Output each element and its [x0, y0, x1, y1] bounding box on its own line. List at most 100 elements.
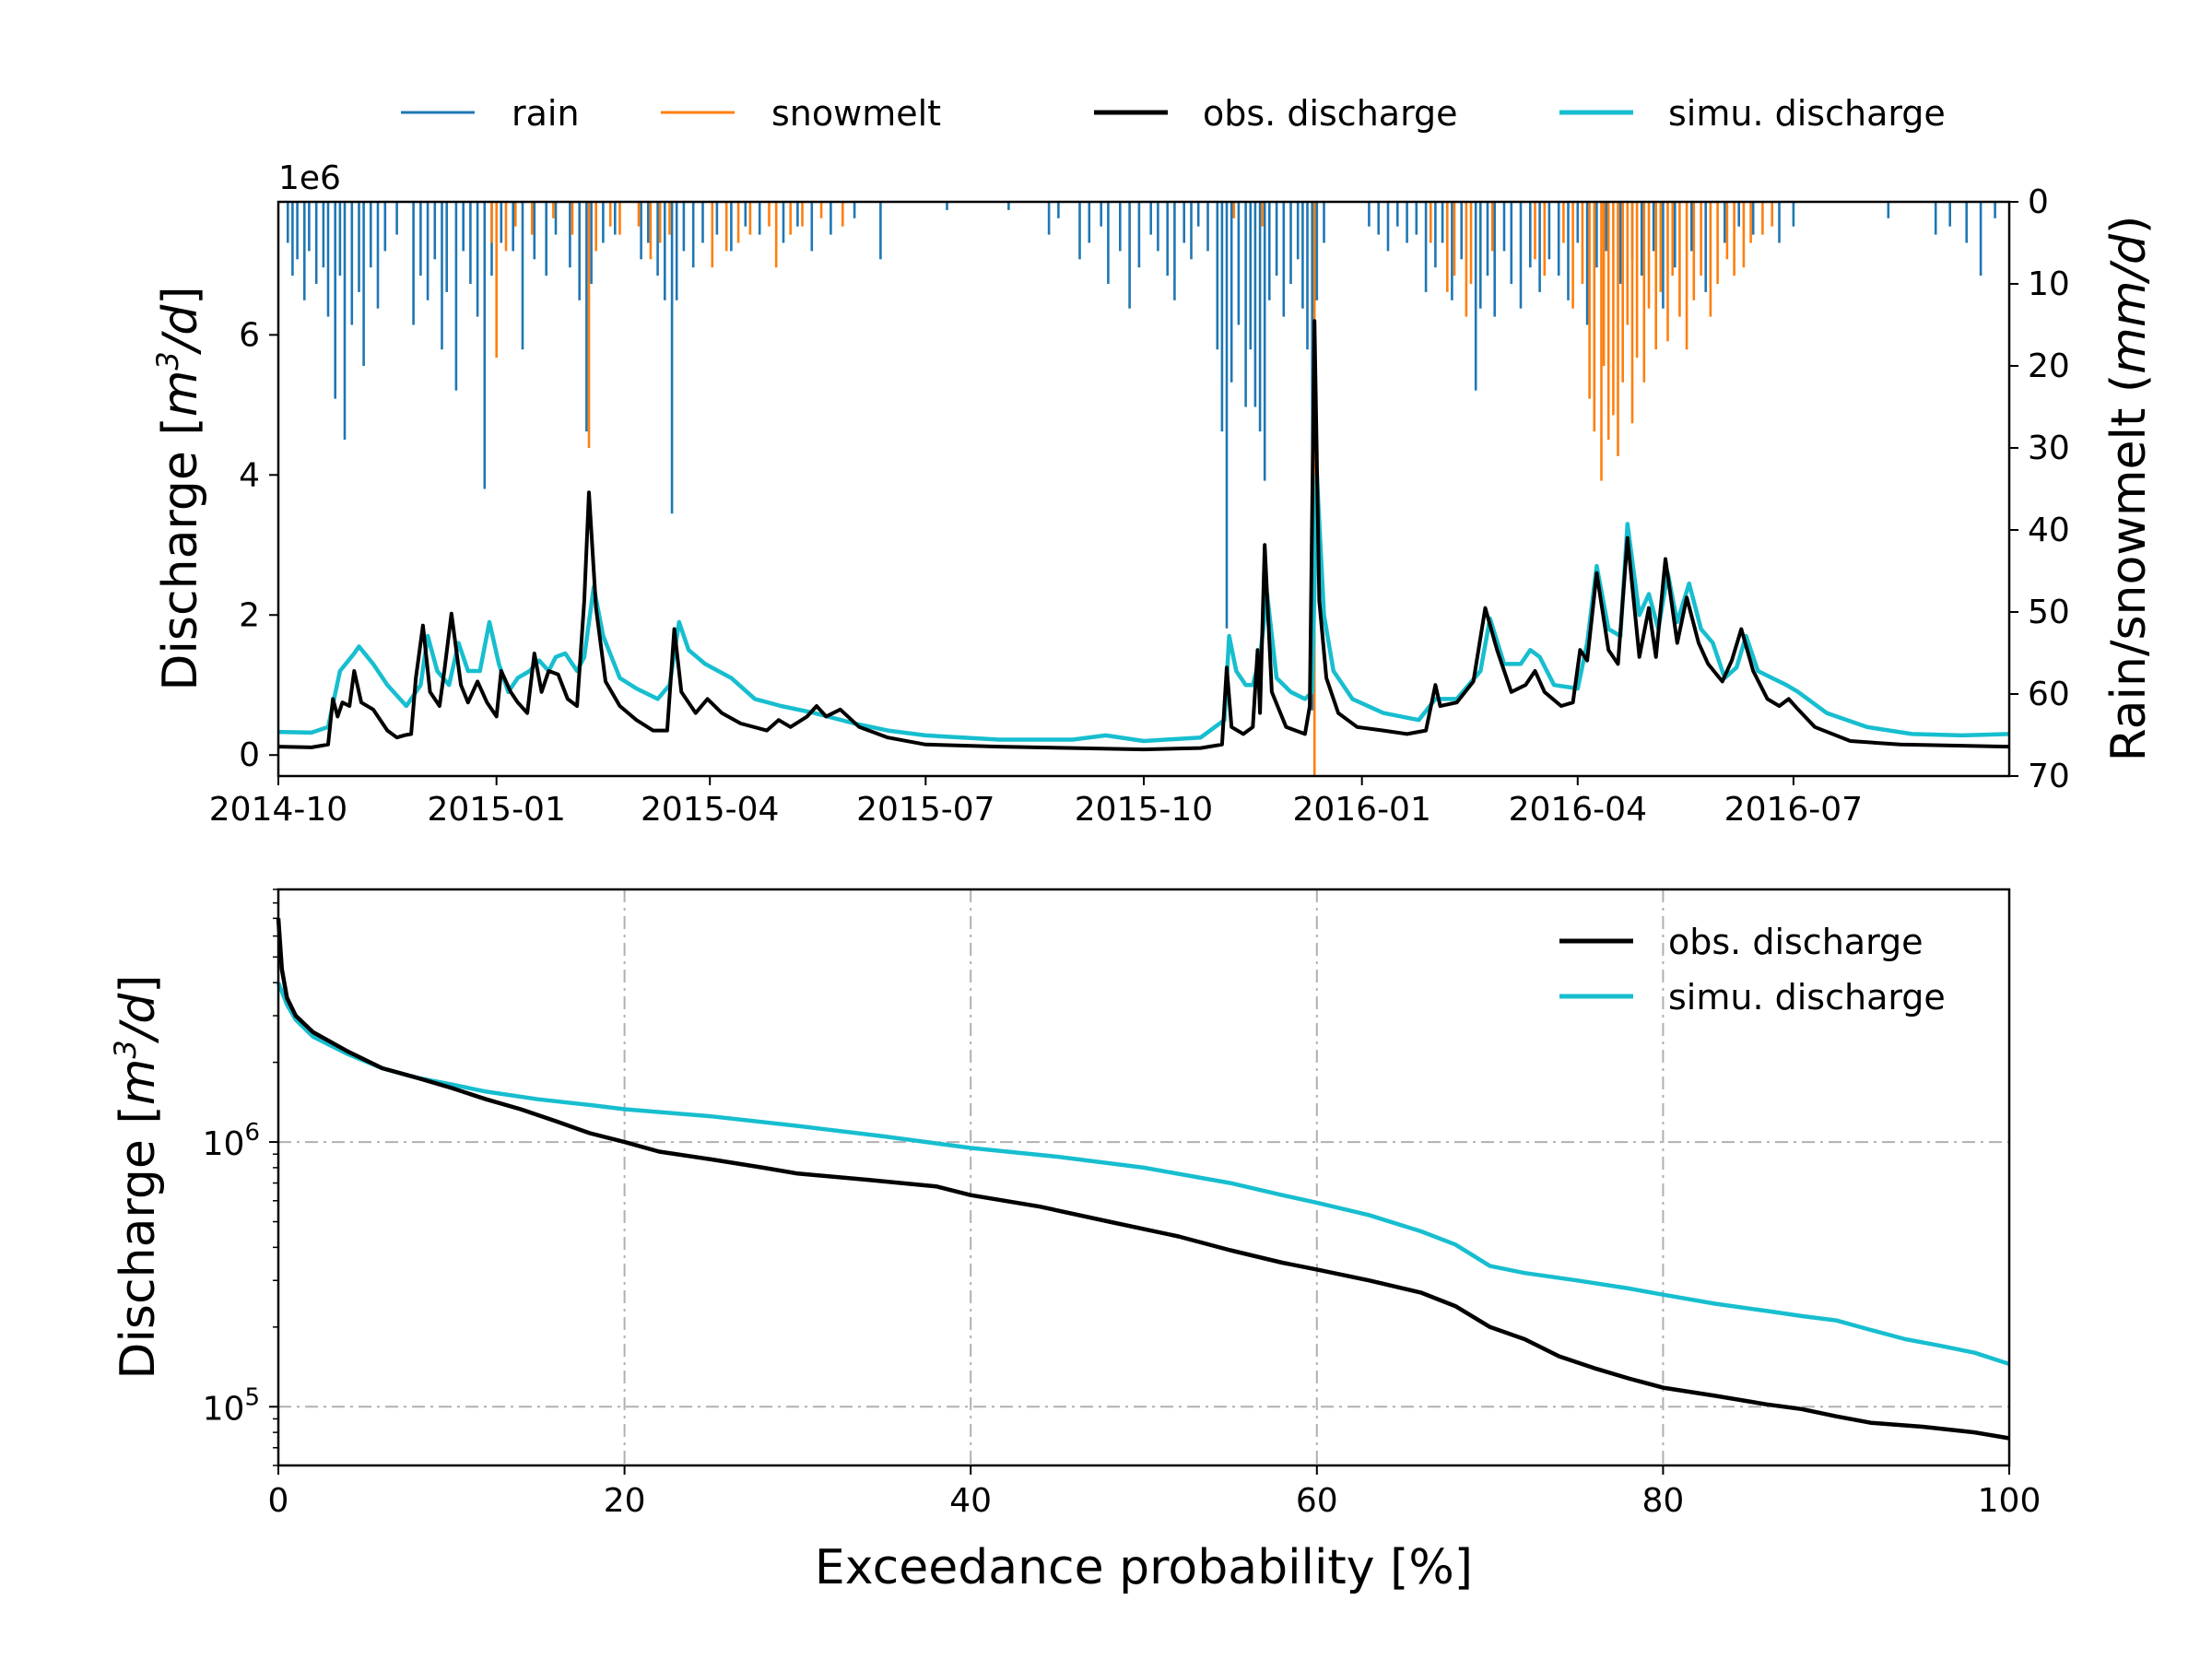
top-x-tick-label: 2016-01 — [1292, 791, 1430, 829]
snowmelt-bar-41 — [1600, 202, 1603, 481]
legend-label-obs-discharge: obs. discharge — [1203, 93, 1458, 134]
top-x-tick-label: 2015-10 — [1075, 791, 1213, 829]
rain-bar-141 — [1934, 202, 1937, 235]
snowmelt-bar-3 — [514, 202, 517, 227]
rain-bar-8 — [334, 202, 336, 399]
rain-bar-37 — [578, 202, 581, 300]
rain-bar-63 — [1047, 202, 1051, 235]
offset-text: 1e6 — [278, 159, 341, 197]
rain-bar-127 — [1618, 202, 1622, 284]
rain-bar-64 — [1057, 202, 1060, 218]
rain-bar-130 — [1652, 202, 1655, 252]
snowmelt-bar-37 — [1571, 202, 1574, 309]
snowmelt-bar-29 — [1446, 202, 1449, 292]
rain-bar-120 — [1547, 202, 1551, 260]
rain-bar-19 — [419, 202, 422, 276]
rain-bar-20 — [426, 202, 429, 300]
rain-bar-140 — [1887, 202, 1890, 218]
bottom-y-ticks: 105 106 — [203, 888, 278, 1466]
snowmelt-bar-25 — [1232, 202, 1236, 218]
rain-bar-116 — [1510, 202, 1513, 284]
rain-bar-16 — [383, 202, 387, 252]
rain-bar-31 — [512, 202, 514, 252]
snowmelt-bar-14 — [668, 202, 671, 235]
rain-bar-52 — [730, 202, 733, 252]
rain-bar-115 — [1502, 202, 1506, 252]
snowmelt-bar-58 — [1692, 202, 1696, 300]
snowmelt-bar-16 — [724, 202, 728, 252]
rain-bar-6 — [322, 202, 325, 268]
snowmelt-bar-59 — [1700, 202, 1702, 276]
bottom-y-tick-label: 105 — [203, 1383, 260, 1428]
rain-bar-123 — [1576, 202, 1580, 243]
rain-bar-95 — [1301, 202, 1304, 309]
snowmelt-bar-5 — [552, 202, 555, 218]
rain-bar-62 — [1007, 202, 1010, 210]
rain-bar-18 — [412, 202, 415, 325]
right-y-tick-label: 50 — [2028, 594, 2070, 631]
snowmelt-bar-56 — [1678, 202, 1681, 317]
rain-bar-136 — [1737, 202, 1740, 227]
snowmelt-bar-13 — [658, 202, 662, 243]
rain-bar-72 — [1149, 202, 1152, 235]
rain-bar-118 — [1529, 202, 1532, 268]
snowmelt-bar-35 — [1543, 202, 1547, 276]
snowmelt-bar-55 — [1671, 202, 1674, 276]
rain-bar-60 — [879, 202, 882, 260]
snowmelt-bar-17 — [736, 202, 740, 243]
snowmelt-bar-67 — [1771, 202, 1773, 227]
rain-bar-26 — [469, 202, 472, 284]
rain-bar-41 — [614, 202, 617, 235]
rain-bar-112 — [1479, 202, 1482, 309]
left-y-tick-label: 6 — [239, 316, 260, 354]
rain-bar-15 — [376, 202, 380, 309]
rain-bar-46 — [670, 202, 674, 514]
snowmelt-bar-48 — [1630, 202, 1634, 424]
rain-bar-84 — [1237, 202, 1241, 325]
rain-bar-126 — [1605, 202, 1607, 252]
rain-bar-42 — [640, 202, 642, 260]
rain-bar-2 — [296, 202, 299, 260]
rain-bar-14 — [370, 202, 372, 268]
rain-bar-5 — [314, 202, 318, 284]
snowmelt-bar-26 — [1261, 202, 1264, 227]
rain-bar-143 — [1965, 202, 1968, 243]
rain-bar-55 — [782, 202, 785, 243]
snowmelt-bar-23 — [819, 202, 823, 218]
legend-label-rain: rain — [512, 93, 580, 134]
rain-bar-92 — [1282, 202, 1286, 317]
top-plot-frame — [276, 200, 2011, 778]
rain-bar-125 — [1595, 202, 1598, 268]
snowmelt-bar-4 — [531, 202, 534, 235]
rain-bar-57 — [810, 202, 814, 252]
rain-bar-45 — [664, 202, 666, 300]
obs-dischargeline-bottom — [276, 918, 2010, 1441]
snowmelt-bar-63 — [1733, 202, 1735, 276]
snowmelt-bar-11 — [637, 202, 641, 227]
snowmelt-bar-1 — [495, 202, 498, 359]
rain-bar-36 — [569, 202, 571, 268]
flow-duration-panel: 105 106 0 20 40 60 80 100 obs. discharge simu.… — [108, 888, 2041, 1595]
rain-bar-39 — [590, 202, 593, 284]
bottom-x-tick-label: 100 — [1978, 1482, 2041, 1520]
rain-bar-138 — [1778, 202, 1781, 243]
snowmelt-bar-7 — [587, 202, 591, 448]
top-x-ticks: 2014-10 2015-01 2015-04 2015-07 2015-10 2016-… — [209, 776, 1863, 829]
rain-bar-131 — [1662, 202, 1665, 309]
snowmelt-bar-40 — [1593, 202, 1596, 432]
snowmelt-bar-10 — [618, 202, 621, 235]
rain-bar-82 — [1225, 202, 1229, 629]
snowmelt-bar-21 — [789, 202, 792, 235]
rain-bar-117 — [1519, 202, 1523, 309]
right-y-tick-label: 20 — [2028, 347, 2070, 385]
rain-bar-106 — [1424, 202, 1428, 292]
rain-bar-76 — [1182, 202, 1185, 243]
snowmelt-bar-6 — [571, 202, 574, 235]
bottom-x-label: Exceedance probability [%] — [815, 1540, 1473, 1595]
rain-bar-3 — [303, 202, 306, 300]
rain-bar-137 — [1751, 202, 1755, 235]
rain-bar-4 — [308, 202, 311, 252]
rain-bar-66 — [1088, 202, 1091, 243]
bottom-plot-frame — [276, 888, 2011, 1467]
rain-bar-134 — [1704, 202, 1707, 292]
